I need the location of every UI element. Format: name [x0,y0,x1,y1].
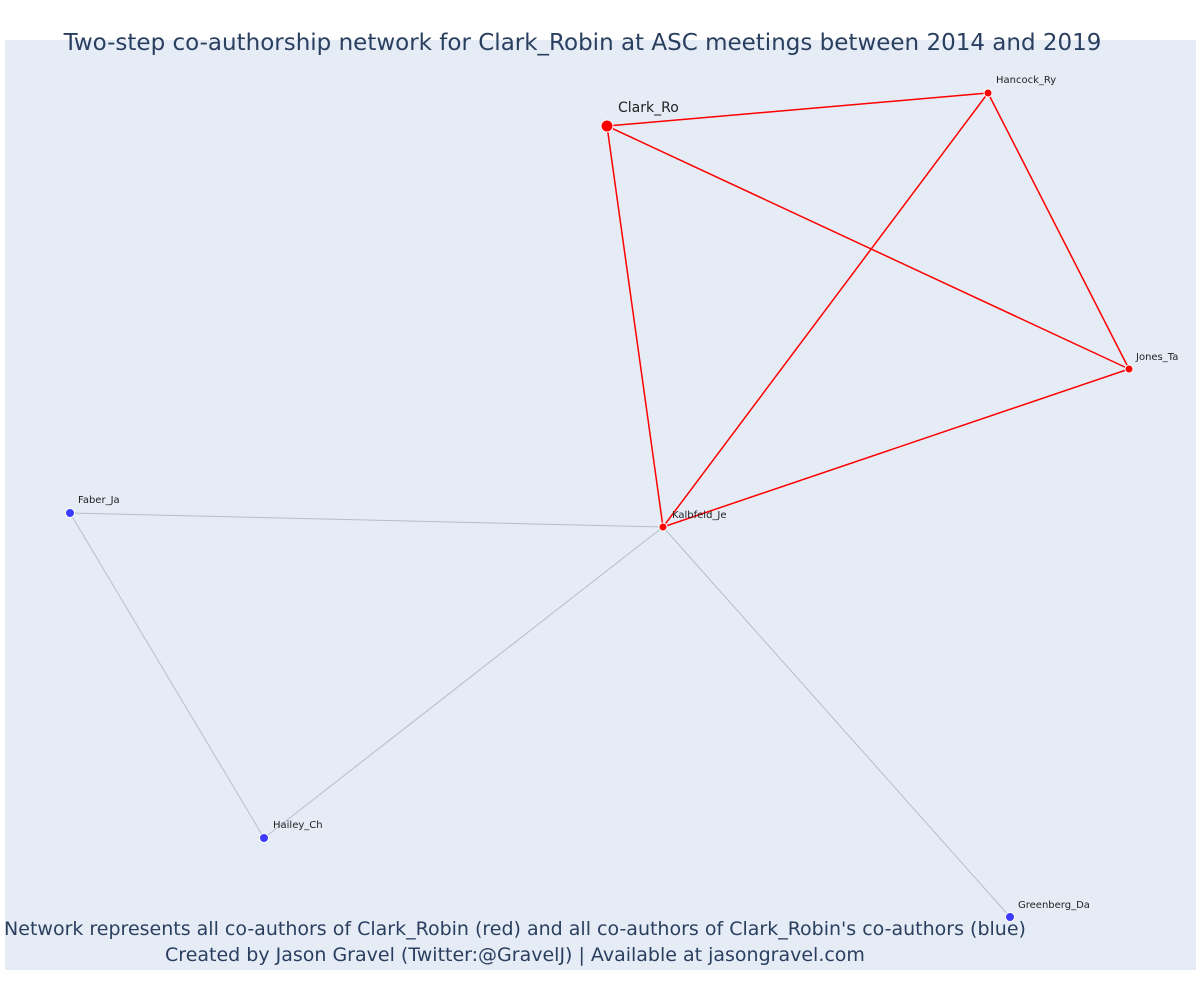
edge-Clark_Ro-Jones_Ta [606,125,1130,370]
edge-Hailey_Ch-Kalbfeld_Je [263,526,664,839]
nodes-layer [65,88,1134,922]
node-Kalbfeld_Je[interactable] [658,522,668,532]
node-Greenberg_Da[interactable] [1005,912,1015,922]
chart-title: Two-step co-authorship network for Clark… [63,30,1102,56]
node-Hailey_Ch[interactable] [259,833,269,843]
node-label-Clark_Ro: Clark_Ro [618,100,679,116]
edges-layer [69,92,1130,918]
edge-Hancock_Ry-Kalbfeld_Je [662,92,989,528]
node-Jones_Ta[interactable] [1124,364,1134,374]
node-label-Faber_Ja: Faber_Ja [78,495,120,506]
caption-line-2: Created by Jason Gravel (Twitter:@Gravel… [165,944,865,966]
node-Clark_Ro[interactable] [600,119,614,133]
node-label-Hancock_Ry: Hancock_Ry [996,75,1056,86]
node-label-Jones_Ta: Jones_Ta [1135,352,1178,363]
edge-Clark_Ro-Hancock_Ry [606,92,989,127]
edge-Clark_Ro-Kalbfeld_Je [606,125,664,528]
caption-line-1: Network represents all co-authors of Cla… [4,918,1026,940]
edge-Greenberg_Da-Kalbfeld_Je [662,526,1011,918]
edge-Faber_Ja-Hailey_Ch [69,512,265,839]
node-Hancock_Ry[interactable] [983,88,993,98]
node-Faber_Ja[interactable] [65,508,75,518]
edge-Hancock_Ry-Jones_Ta [987,92,1130,370]
node-label-Hailey_Ch: Hailey_Ch [273,820,323,831]
edge-Jones_Ta-Kalbfeld_Je [662,368,1130,528]
edge-Faber_Ja-Kalbfeld_Je [69,512,664,528]
node-label-Greenberg_Da: Greenberg_Da [1018,900,1090,911]
labels-layer: Clark_Ro Hancock_Ry Jones_Ta Kalbfeld_Je Fab… [78,75,1178,911]
node-label-Kalbfeld_Je: Kalbfeld_Je [672,510,727,521]
plot-area [5,40,1196,970]
